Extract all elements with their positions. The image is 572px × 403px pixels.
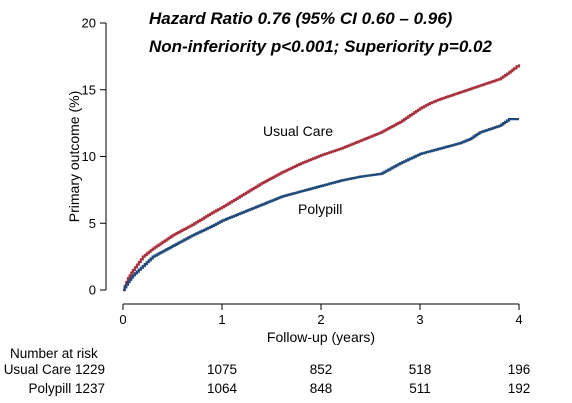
x-tick-label: 1 [218, 312, 225, 327]
y-tick-label: 0 [89, 283, 96, 298]
risk-value: 848 [310, 381, 333, 396]
series-label-usual-care: Usual Care [263, 123, 333, 139]
risk-value: 196 [508, 362, 531, 377]
x-tick-label: 0 [119, 312, 126, 327]
x-tick-label: 3 [416, 312, 423, 327]
series-line-polypill [123, 118, 519, 292]
series-line-usual-care [123, 64, 521, 292]
y-tick-label: 5 [89, 216, 96, 231]
x-axis-title: Follow-up (years) [267, 329, 375, 345]
risk-value: 1064 [207, 381, 238, 396]
x-axis-ticks: 0 1 2 3 4 [119, 304, 523, 327]
risk-value: 511 [409, 381, 431, 396]
risk-table-title: Number at risk [10, 346, 98, 361]
x-tick-label: 2 [317, 312, 324, 327]
risk-value: 852 [310, 362, 333, 377]
y-axis-ticks: 0 5 10 15 20 [82, 16, 106, 298]
risk-value: 192 [508, 381, 531, 396]
annotation-hazard-ratio: Hazard Ratio 0.76 (95% CI 0.60 – 0.96) [149, 9, 453, 28]
x-tick-label: 4 [515, 312, 522, 327]
annotation-block: Hazard Ratio 0.76 (95% CI 0.60 – 0.96) N… [149, 9, 492, 56]
risk-row-label: Polypill 1237 [28, 381, 105, 396]
y-tick-label: 15 [82, 82, 96, 97]
series-label-polypill: Polypill [298, 201, 342, 217]
y-tick-label: 20 [82, 16, 96, 31]
risk-value: 1075 [207, 362, 237, 377]
y-tick-label: 10 [82, 149, 96, 164]
plot-area: 0 5 10 15 20 0 1 2 3 4 [82, 16, 523, 328]
risk-row-label: Usual Care 1229 [4, 362, 105, 377]
series-lines [123, 64, 521, 292]
annotation-p-values: Non-inferiority p<0.001; Superiority p=0… [149, 37, 492, 56]
risk-value: 518 [409, 362, 432, 377]
number-at-risk-table: Number at risk Usual Care 1229 1075 852 518… [4, 346, 531, 396]
y-axis-title: Primary outcome (%) [66, 91, 82, 222]
